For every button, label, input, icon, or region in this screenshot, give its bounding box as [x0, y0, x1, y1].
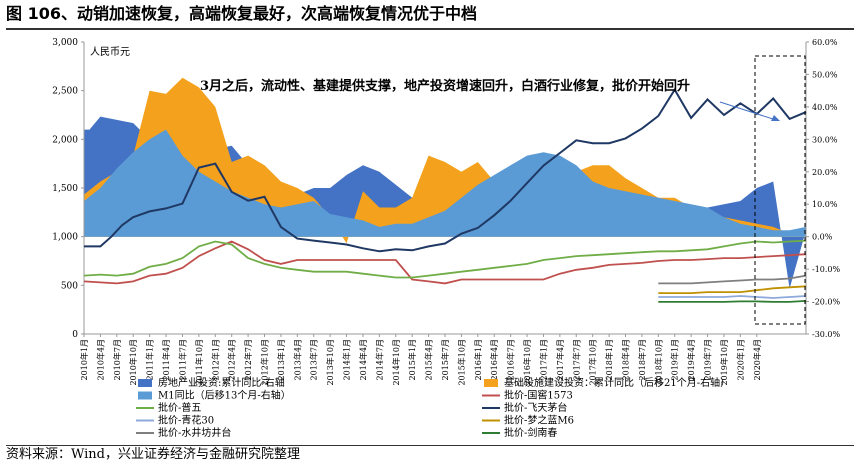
x-tick-label: 2019年4月: [686, 339, 696, 380]
right-tick-label: 30.0%: [812, 135, 838, 144]
legend-label: 基础设施建设投资：累计同比（后移21个月-右轴）: [504, 376, 730, 389]
right-tick-label: -10.0%: [812, 265, 841, 274]
left-tick-label: 500: [61, 281, 78, 291]
x-tick-label: 2010年4月: [95, 339, 105, 380]
legend-swatch: [138, 379, 152, 387]
x-tick-label: 2014年10月: [391, 339, 401, 386]
legend: 房地产业投资:累计同比-右轴 基础设施建设投资：累计同比（后移21个月-右轴） M1…: [136, 376, 730, 439]
x-tick-label: 2012年1月: [210, 339, 220, 380]
legend-label: 批价-飞天茅台: [504, 401, 567, 414]
x-tick-label: 2011年4月: [161, 339, 171, 380]
axes-group: 0 500 1,000 1,500 2,000 2,500 3,000 -30.0% -20.0…: [52, 38, 840, 386]
line-series-0: [84, 87, 807, 253]
right-tick-label: 20.0%: [812, 168, 838, 177]
left-tick-label: 2,000: [52, 135, 78, 145]
left-tick-label: 1,500: [52, 184, 78, 194]
x-tick-label: 2016年10月: [522, 339, 532, 386]
line-series-4: [658, 274, 807, 285]
line-series-6: [658, 300, 807, 303]
legend-label: 批价-剑南春: [504, 426, 557, 439]
line-series-1: [83, 240, 807, 285]
x-tick-label: 2011年10月: [194, 339, 204, 386]
x-tick-label: 2016年4月: [489, 339, 499, 380]
legend-label: 批价-梦之蓝M6: [504, 414, 574, 427]
left-tick-label: 2,500: [52, 87, 78, 97]
x-tick-label: 2010年7月: [112, 339, 122, 380]
legend-swatch: [484, 379, 498, 387]
source-note: 资料来源：Wind，兴业证券经济与金融研究院整理: [6, 445, 854, 465]
x-tick-label: 2011年7月: [177, 339, 187, 380]
right-tick-label: 40.0%: [812, 103, 838, 112]
x-tick-label: 2019年10月: [719, 339, 729, 386]
annotation-arrow: [719, 101, 777, 121]
x-tick-label: 2014年1月: [342, 339, 352, 380]
x-tick-label: 2010年1月: [79, 339, 89, 380]
line-series-2: [83, 239, 807, 279]
x-tick-label: 2020年4月: [752, 339, 762, 380]
right-tick-label: 10.0%: [812, 200, 838, 209]
x-tick-label: 2015年10月: [456, 339, 466, 386]
legend-label: 房地产业投资:累计同比-右轴: [158, 376, 285, 389]
right-tick-label: -20.0%: [812, 298, 841, 307]
area-series-2: [84, 129, 806, 237]
x-tick-label: 2018年4月: [621, 339, 631, 380]
x-tick-label: 2016年7月: [506, 339, 516, 380]
x-tick-label: 2011年1月: [145, 339, 155, 380]
right-tick-label: 0.0%: [812, 233, 833, 242]
x-tick-label: 2014年7月: [374, 339, 384, 380]
highlight-box: [754, 55, 806, 325]
x-tick-label: 2017年4月: [555, 339, 565, 380]
x-tick-label: 2019年1月: [670, 339, 680, 380]
left-tick-label: 1,000: [52, 233, 78, 243]
legend-swatch: [138, 391, 152, 400]
figure-title: 图 106、动销加速恢复，高端恢复最好，次高端恢复情况优于中档: [6, 2, 854, 30]
x-tick-label: 2015年1月: [407, 339, 417, 380]
legend-label: 批价-普五: [158, 401, 201, 414]
x-tick-label: 2012年7月: [243, 339, 253, 380]
annotation-arrowhead: [771, 115, 780, 121]
x-tick-label: 2013年7月: [309, 339, 319, 380]
x-tick-label: 2016年1月: [473, 339, 483, 380]
line-series-group: [83, 87, 807, 303]
x-tick-label: 2018年1月: [604, 339, 614, 380]
x-tick-label: 2015年7月: [440, 339, 450, 380]
x-tick-label: 2014年4月: [358, 339, 368, 380]
right-tick-label: 60.0%: [812, 38, 838, 47]
x-tick-label: 2015年4月: [424, 339, 434, 380]
x-tick-label: 2017年1月: [538, 339, 548, 380]
x-tick-label: 2019年7月: [703, 339, 713, 380]
line-series-5: [658, 295, 807, 299]
right-tick-label: -30.0%: [812, 330, 841, 339]
x-tick-label: 2017年7月: [571, 339, 581, 380]
x-tick-label: 2020年1月: [735, 339, 745, 380]
left-tick-label: 0: [72, 330, 78, 340]
line-series-3: [658, 285, 807, 295]
right-tick-label: 50.0%: [812, 70, 838, 79]
x-tick-label: 2013年4月: [292, 339, 302, 380]
legend-label: 批价-水井坊井台: [158, 426, 231, 439]
x-tick-label: 2012年10月: [260, 339, 270, 386]
left-tick-label: 3,000: [52, 38, 78, 48]
legend-label: 批价-青花30: [158, 414, 214, 427]
x-tick-label: 2017年10月: [588, 339, 598, 386]
legend-label: 批价-国窖1573: [504, 389, 573, 402]
x-tick-label: 2012年4月: [227, 339, 237, 380]
annotation-text: 3月之后，流动性、基建提供支撑，地产投资增速回升，白酒行业修复，批价开始回升: [200, 78, 690, 94]
x-tick-label: 2013年10月: [325, 339, 335, 386]
unit-label: 人民币元: [90, 46, 130, 58]
legend-label: M1同比（后移13个月-右轴）: [158, 389, 291, 402]
x-tick-label: 2018年7月: [637, 339, 647, 380]
x-tick-label: 2013年1月: [276, 339, 286, 380]
area-series-group: [84, 77, 806, 289]
x-tick-label: 2010年10月: [128, 339, 138, 386]
chart: 0 500 1,000 1,500 2,000 2,500 3,000 -30.0% -20.0…: [52, 38, 840, 439]
x-tick-label: 2018年10月: [653, 339, 663, 386]
